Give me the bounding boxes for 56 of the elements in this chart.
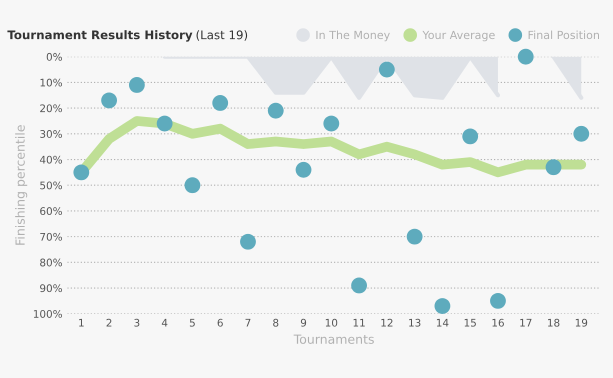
y-axis-title: Finishing percentile [15, 125, 28, 245]
point [212, 95, 228, 111]
point [101, 92, 118, 108]
chart-title: Tournament Results History [7, 30, 192, 42]
point [73, 164, 90, 180]
x-tick-label: 10 [326, 318, 338, 327]
y-tick-label: 70% [40, 232, 62, 241]
point [240, 234, 256, 250]
x-tick-label: 18 [548, 318, 560, 327]
point [323, 116, 340, 132]
y-tick-label: 10% [40, 78, 62, 87]
x-tick-label: 14 [436, 318, 448, 327]
point [128, 77, 145, 93]
x-tick-label: 15 [464, 318, 476, 327]
y-tick-label: 50% [40, 181, 62, 190]
point [573, 126, 590, 142]
x-tick-label: 6 [218, 318, 223, 327]
x-tick-label: 19 [576, 318, 588, 327]
y-tick-label: 30% [40, 130, 62, 138]
x-tick-label: 16 [492, 318, 504, 327]
point [434, 298, 450, 314]
y-tick-label: 60% [40, 207, 62, 216]
y-tick-label: 20% [40, 104, 62, 112]
y-tick-label: 40% [40, 156, 62, 164]
y-tick-label: 100% [34, 310, 62, 318]
x-tick-label: 12 [381, 318, 392, 327]
y-tick-label: 80% [40, 258, 62, 266]
x-tick-label: 5 [190, 318, 195, 327]
point [184, 177, 200, 194]
y-tick-label: 90% [40, 284, 62, 292]
x-tick-label: 1 [79, 318, 84, 327]
legend-label: In The Money [316, 30, 390, 42]
point [490, 292, 506, 309]
x-tick-label: 7 [246, 318, 250, 327]
point [518, 48, 534, 65]
x-tick-label: 4 [162, 318, 168, 327]
y-tick-label: 0% [46, 52, 62, 61]
point [156, 116, 173, 132]
point [268, 102, 284, 119]
x-tick-label: 3 [134, 318, 140, 327]
legend-label: Final Position [528, 30, 599, 40]
point [296, 162, 312, 178]
x-tick-label: 11 [354, 318, 365, 327]
legend-label: Your Average [422, 30, 495, 42]
x-axis-title: Tournaments [294, 334, 374, 344]
x-tick-label: 2 [106, 318, 112, 327]
x-tick-label: 9 [300, 318, 306, 327]
point [546, 159, 562, 176]
point [462, 128, 478, 144]
x-tick-label: 13 [409, 318, 420, 327]
point [406, 228, 423, 245]
point [351, 278, 367, 294]
chart-subtitle: (Last 19) [196, 30, 248, 41]
x-tick-label: 17 [520, 318, 532, 327]
point [378, 62, 395, 78]
x-tick-label: 8 [273, 318, 278, 327]
